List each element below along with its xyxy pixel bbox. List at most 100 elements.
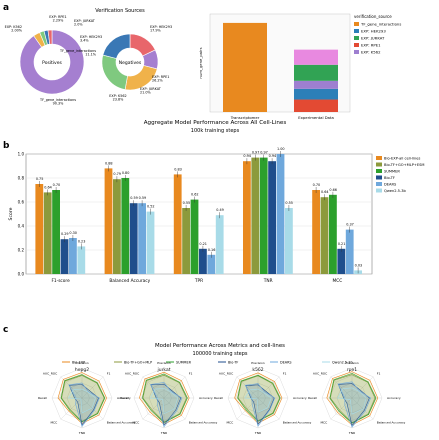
bar bbox=[345, 229, 354, 274]
radar-axis-label: TNR bbox=[160, 431, 167, 435]
radar-series-polygon bbox=[149, 388, 179, 415]
bar-data-label: 0.88 bbox=[105, 161, 113, 165]
negatives-donut: Negatives EXP: HEK293 17.9% TF_gene_interac… bbox=[59, 25, 172, 102]
radar-axis-line bbox=[257, 376, 280, 399]
radar-axis-label: Balanced Accuracy bbox=[283, 421, 312, 425]
radar-series-polygon bbox=[142, 373, 188, 423]
x-tick-label: Transcriptomer bbox=[230, 115, 260, 120]
stacked-bar-segment bbox=[294, 64, 338, 81]
legend-entry: DEARS bbox=[384, 183, 397, 187]
bar-data-label: 0.03 bbox=[355, 263, 363, 267]
legend-entry: EXP: JURKAT bbox=[361, 36, 385, 41]
radar-axis-label: Recall bbox=[38, 396, 47, 400]
gene-pairs-bar-chart: num_gene_pairs Transcriptomer Experimental… bbox=[198, 13, 401, 120]
slice-label: EXP: JURKAT 21.0% bbox=[140, 87, 162, 95]
legend-entry: Bio-EXP bbox=[72, 361, 85, 365]
pie-charts-panel: Verification Sources Positives TF_gene_in… bbox=[5, 8, 173, 106]
y-tick-label: 0.2 bbox=[18, 248, 25, 253]
y-axis-label: Score bbox=[8, 207, 14, 220]
radar-axis-label: Precision bbox=[251, 361, 264, 365]
bar bbox=[337, 248, 346, 274]
radar-axis-label: Balanced Accuracy bbox=[107, 421, 136, 425]
bar-data-label: 0.97 bbox=[260, 151, 268, 155]
radar-axis-label: TNR bbox=[348, 431, 355, 435]
radar-axis-label: AUC_ROC bbox=[313, 371, 327, 375]
legend-entry: Bio-EXP-all cell-lines bbox=[384, 157, 420, 161]
y-tick-label: 0.4 bbox=[18, 224, 25, 229]
radar-series-polygon bbox=[67, 388, 96, 414]
panel-letter-a: a bbox=[3, 3, 9, 13]
legend-entry: Qwen2.5-3b bbox=[332, 361, 353, 365]
stacked-bar-segment bbox=[294, 88, 338, 100]
x-tick-label: MCC bbox=[333, 278, 343, 284]
bar bbox=[52, 190, 60, 274]
bar bbox=[329, 194, 337, 274]
bar bbox=[285, 208, 293, 274]
radar-axis-label: Balanced Accuracy bbox=[377, 421, 406, 425]
legend-swatch bbox=[376, 175, 382, 180]
y-axis-label: num_gene_pairs bbox=[198, 47, 203, 78]
bar bbox=[215, 215, 224, 274]
stacked-bar-segment bbox=[294, 49, 338, 65]
donut-slice bbox=[102, 33, 131, 59]
bar-data-label: 0.30 bbox=[69, 231, 77, 235]
donut-slice bbox=[47, 29, 53, 45]
radar-series-polygon bbox=[149, 382, 183, 428]
radar-axis-line bbox=[257, 397, 280, 420]
radar-series-polygon bbox=[244, 383, 276, 427]
radar-axis-label: Recall bbox=[308, 396, 317, 400]
legend-swatch bbox=[354, 22, 359, 26]
aggregate-performance-chart: Aggregate Model Performance Across All C… bbox=[8, 120, 425, 284]
slice-label: EXP: HEK293 3.4% bbox=[80, 35, 102, 43]
bar-data-label: 0.97 bbox=[252, 151, 260, 155]
legend-swatch bbox=[354, 36, 359, 40]
x-tick-label: Experimental Data bbox=[298, 115, 334, 120]
radar-axis-label: Accuracy bbox=[387, 396, 401, 400]
radar-series-polygon bbox=[329, 373, 377, 424]
stacked-bar-segment bbox=[294, 99, 338, 112]
slice-label: EXP: K562 2.00% bbox=[5, 25, 23, 33]
legend-swatch bbox=[354, 50, 359, 54]
bar bbox=[173, 174, 182, 274]
bar bbox=[77, 246, 86, 274]
legend-entry: Bio-TF+GO+MLP+ESM bbox=[384, 163, 425, 167]
radar-series-polygon bbox=[68, 382, 100, 428]
bar-data-label: 0.70 bbox=[313, 183, 321, 187]
legend-swatch bbox=[376, 182, 382, 186]
radar-axis-label: F1 bbox=[377, 371, 381, 375]
bar bbox=[190, 199, 199, 274]
bar bbox=[69, 238, 77, 274]
bar-data-label: 0.66 bbox=[329, 188, 337, 192]
legend-entry: EXP: RPE1 bbox=[361, 43, 381, 48]
radar-axis-line bbox=[81, 397, 104, 420]
bar-data-label: 0.79 bbox=[113, 172, 121, 176]
y-tick-label: 0.0 bbox=[18, 272, 25, 277]
radar-chart-jurkat: jurkat Precision F1 Accuracy Balanced Accura… bbox=[120, 361, 217, 435]
radar-axis-label: MCC bbox=[50, 421, 57, 425]
bar-data-label: 0.29 bbox=[61, 232, 69, 236]
slice-label: TF_gene_interactions 90.3% bbox=[39, 98, 76, 106]
radar-axis-label: AUC_ROC bbox=[43, 371, 57, 375]
radar-axis-label: AUC_ROC bbox=[219, 371, 233, 375]
bar bbox=[207, 254, 216, 274]
bar-data-label: 0.64 bbox=[44, 185, 52, 189]
slice-label: EXP: HEK293 17.9% bbox=[150, 25, 172, 33]
bar-data-label: 0.52 bbox=[147, 205, 155, 209]
legend-entry: SUMMER bbox=[176, 361, 192, 365]
radar-axis-label: Accuracy bbox=[117, 396, 131, 400]
legend-entry: Bio-TF bbox=[228, 361, 238, 365]
bar-data-label: 0.21 bbox=[338, 242, 346, 246]
chart-title: Aggregate Model Performance Across All C… bbox=[144, 120, 287, 126]
legend-swatch bbox=[376, 169, 382, 173]
bar-data-label: 0.55 bbox=[183, 201, 191, 205]
bar bbox=[276, 154, 285, 274]
bar bbox=[312, 190, 320, 274]
slice-label: EXP: RPE1 2.29% bbox=[49, 15, 66, 23]
legend-entry: Bio-TF+GO+MLP bbox=[124, 361, 152, 365]
bar bbox=[259, 157, 268, 274]
bar-data-label: 0.16 bbox=[208, 248, 216, 252]
bar-data-label: 0.94 bbox=[243, 154, 251, 158]
legend-swatch bbox=[376, 188, 382, 193]
bar bbox=[35, 184, 44, 274]
